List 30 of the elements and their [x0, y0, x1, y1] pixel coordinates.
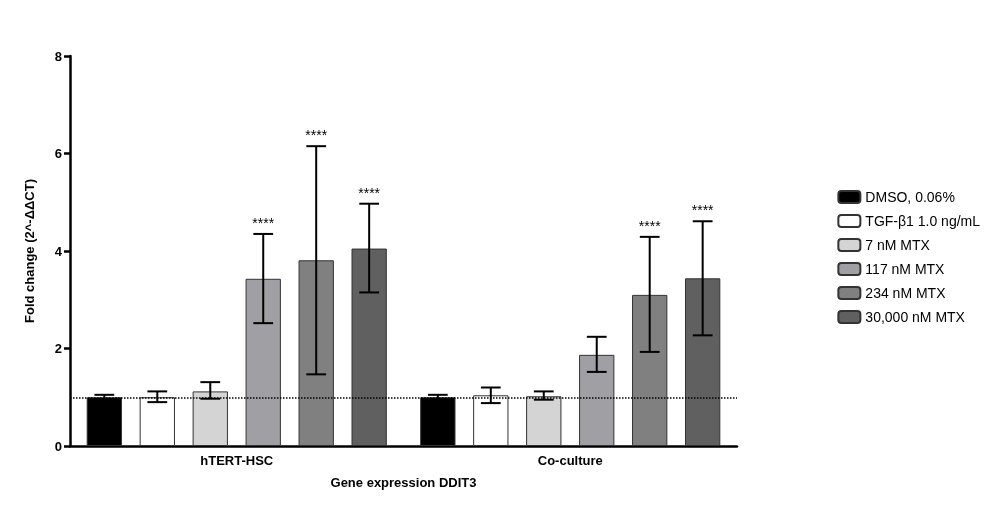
- y-tick-label: 2: [54, 341, 62, 356]
- y-tick-label: 0: [54, 438, 62, 454]
- legend-label: DMSO, 0.06%: [865, 189, 955, 205]
- bar: [526, 396, 562, 446]
- bar: [298, 260, 334, 446]
- bar: [579, 354, 615, 446]
- annotation: ****: [305, 127, 328, 144]
- x-tick-label: hTERT-HSC: [200, 453, 274, 468]
- x-axis-title: Gene expression DDIT3: [330, 475, 477, 490]
- bar: [632, 294, 668, 446]
- y-tick-label: 4: [54, 243, 63, 259]
- bar: [351, 248, 387, 446]
- legend-label: 117 nM MTX: [865, 261, 946, 277]
- legend-label: 234 nM MTX: [865, 285, 947, 301]
- legend-label: 30,000 nM MTX: [865, 309, 966, 325]
- bar: [245, 278, 281, 446]
- bar: [685, 278, 721, 446]
- annotation: ****: [691, 202, 715, 219]
- bar: [192, 391, 228, 446]
- legend-label: 7 nM MTX: [865, 237, 931, 253]
- bar: [139, 397, 175, 446]
- y-tick-label: 6: [54, 146, 62, 161]
- legend-label: TGF-β1 1.0 ng/mL: [865, 213, 981, 229]
- y-tick-label: 8: [54, 48, 62, 64]
- annotation: ****: [252, 214, 275, 231]
- annotation: ****: [358, 184, 381, 201]
- y-axis-title: Fold change (2^-ΔΔCT): [22, 179, 37, 323]
- bar: [473, 395, 509, 446]
- x-tick-label: Co-culture: [537, 453, 603, 468]
- annotation: ****: [638, 217, 662, 234]
